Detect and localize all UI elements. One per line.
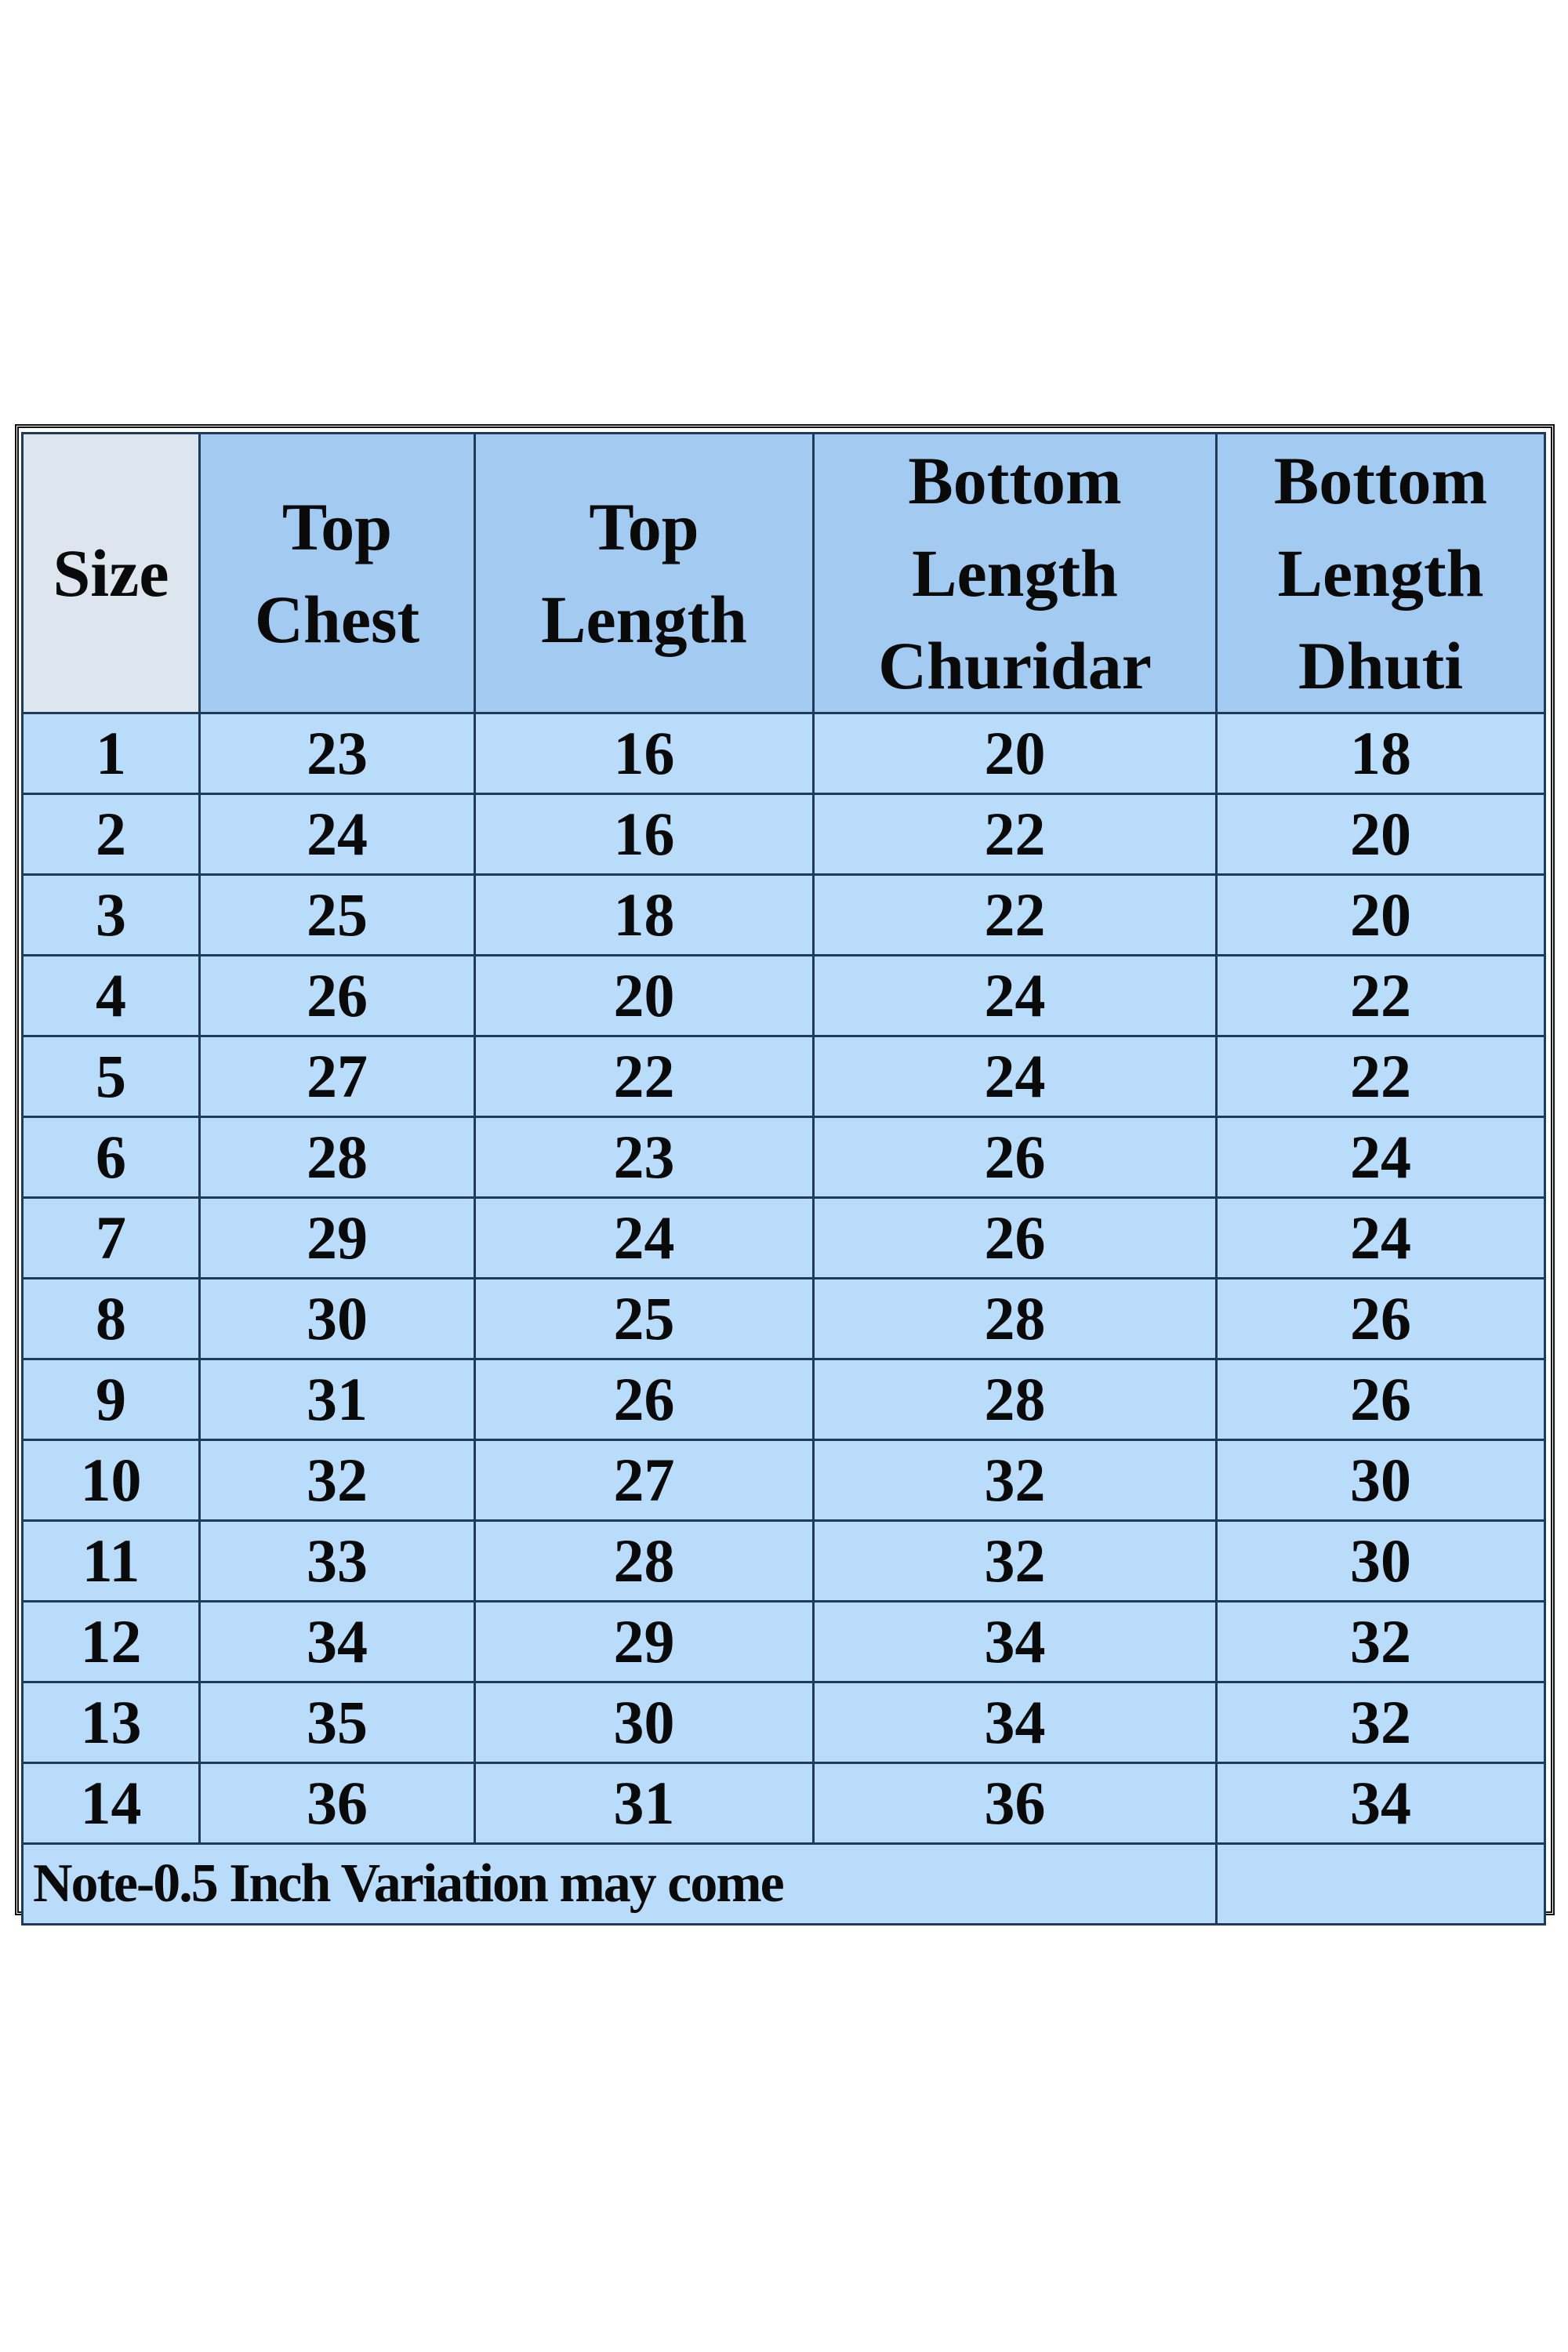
table-cell: 29 (198, 1196, 476, 1279)
table-cell: 34 (812, 1681, 1218, 1764)
table-cell: 24 (1215, 1196, 1546, 1279)
table-cell: 22 (1215, 1035, 1546, 1118)
table-cell: 30 (1215, 1519, 1546, 1602)
table-row: 2 24 16 22 20 (21, 793, 1546, 876)
table-cell: 22 (474, 1035, 815, 1118)
table-cell: 31 (198, 1358, 476, 1441)
table-cell: 22 (812, 873, 1218, 956)
table-cell: 26 (1215, 1277, 1546, 1360)
table-cell: 10 (21, 1439, 201, 1522)
table-cell: 1 (21, 712, 201, 795)
table-cell: 9 (21, 1358, 201, 1441)
table-cell: 4 (21, 954, 201, 1037)
table-cell: 25 (198, 873, 476, 956)
table-cell: 20 (1215, 793, 1546, 876)
table-cell: 32 (198, 1439, 476, 1522)
note-row: Note-0.5 Inch Variation may come (21, 1842, 1546, 1926)
table-cell: 29 (474, 1600, 815, 1683)
table-cell: 24 (1215, 1116, 1546, 1199)
table-cell: 7 (21, 1196, 201, 1279)
table-cell: 24 (198, 793, 476, 876)
table-cell: 11 (21, 1519, 201, 1602)
column-header: Top Chest (198, 432, 476, 714)
table-row: 14 36 31 36 34 (21, 1762, 1546, 1845)
column-header: Top Length (474, 432, 815, 714)
table-row: 13 35 30 34 32 (21, 1681, 1546, 1764)
table-cell: 5 (21, 1035, 201, 1118)
table-row: 1 23 16 20 18 (21, 712, 1546, 795)
column-header: Size (21, 432, 201, 714)
table-cell: 30 (474, 1681, 815, 1764)
table-cell: 24 (812, 954, 1218, 1037)
table-cell: 3 (21, 873, 201, 956)
table-row: 11 33 28 32 30 (21, 1519, 1546, 1602)
table-cell: 25 (474, 1277, 815, 1360)
table-cell: 20 (812, 712, 1218, 795)
table-row: 5 27 22 24 22 (21, 1035, 1546, 1118)
table-cell: 27 (198, 1035, 476, 1118)
header-row: Size Top Chest Top Length Bottom Length Chu… (21, 432, 1546, 714)
table-row: 10 32 27 32 30 (21, 1439, 1546, 1522)
table-cell: 26 (198, 954, 476, 1037)
table-cell: 6 (21, 1116, 201, 1199)
table-cell: 22 (812, 793, 1218, 876)
table-cell: 30 (1215, 1439, 1546, 1522)
table-cell: 33 (198, 1519, 476, 1602)
table-cell: 27 (474, 1439, 815, 1522)
table-cell: 2 (21, 793, 201, 876)
table-cell: 26 (1215, 1358, 1546, 1441)
table-cell: 32 (812, 1439, 1218, 1522)
table-cell: 32 (1215, 1681, 1546, 1764)
table-cell: 18 (1215, 712, 1546, 795)
table-cell: 28 (474, 1519, 815, 1602)
table-cell: 34 (1215, 1762, 1546, 1845)
table-row: 3 25 18 22 20 (21, 873, 1546, 956)
table-cell: 35 (198, 1681, 476, 1764)
note-text: Note-0.5 Inch Variation may come (21, 1842, 1218, 1926)
table-cell: 32 (1215, 1600, 1546, 1683)
table-cell: 18 (474, 873, 815, 956)
table-cell: 28 (198, 1116, 476, 1199)
table-cell: 8 (21, 1277, 201, 1360)
table-cell: 24 (812, 1035, 1218, 1118)
table-row: 6 28 23 26 24 (21, 1116, 1546, 1199)
table-cell: 20 (474, 954, 815, 1037)
table-cell: 31 (474, 1762, 815, 1845)
table-row: 12 34 29 34 32 (21, 1600, 1546, 1683)
table-cell: 26 (812, 1196, 1218, 1279)
table-cell: 30 (198, 1277, 476, 1360)
size-chart-table: Size Top Chest Top Length Bottom Length Chu… (21, 432, 1546, 1926)
table-cell: 16 (474, 793, 815, 876)
table-cell: 28 (812, 1358, 1218, 1441)
table-cell: 26 (812, 1116, 1218, 1199)
table-row: 4 26 20 24 22 (21, 954, 1546, 1037)
table-cell: 23 (474, 1116, 815, 1199)
table-cell: 22 (1215, 954, 1546, 1037)
table-cell: 28 (812, 1277, 1218, 1360)
table-row: 9 31 26 28 26 (21, 1358, 1546, 1441)
table-cell: 34 (198, 1600, 476, 1683)
table-cell: 23 (198, 712, 476, 795)
column-header: Bottom Length Dhuti (1215, 432, 1546, 714)
table-cell: 20 (1215, 873, 1546, 956)
table-cell: 24 (474, 1196, 815, 1279)
table-cell: 13 (21, 1681, 201, 1764)
table-cell: 32 (812, 1519, 1218, 1602)
table-cell: 16 (474, 712, 815, 795)
table-row: 8 30 25 28 26 (21, 1277, 1546, 1360)
table-cell: 14 (21, 1762, 201, 1845)
table-cell: 26 (474, 1358, 815, 1441)
column-header: Bottom Length Churidar (812, 432, 1218, 714)
table-row: 7 29 24 26 24 (21, 1196, 1546, 1279)
table-cell: 34 (812, 1600, 1218, 1683)
table-cell: 12 (21, 1600, 201, 1683)
table-cell: 36 (812, 1762, 1218, 1845)
empty-cell (1215, 1842, 1546, 1926)
table-cell: 36 (198, 1762, 476, 1845)
